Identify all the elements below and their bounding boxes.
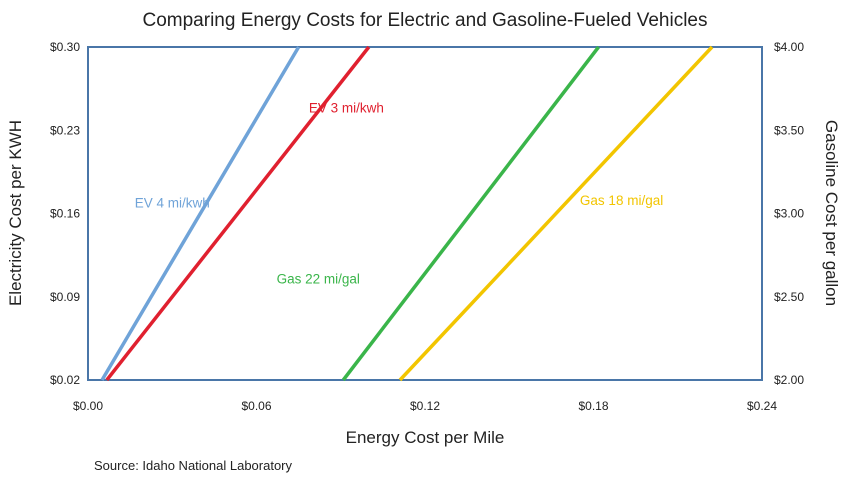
- y-axis-label: Electricity Cost per KWH: [6, 120, 25, 306]
- chart-title: Comparing Energy Costs for Electric and …: [143, 10, 708, 31]
- series-line-2: [341, 45, 600, 382]
- x-tick-label: $0.06: [241, 399, 271, 413]
- x-tick-label: $0.24: [747, 399, 777, 413]
- x-axis-label: Energy Cost per Mile: [346, 428, 505, 447]
- y2-tick-label: $2.00: [774, 373, 804, 387]
- x-tick-label: $0.12: [410, 399, 440, 413]
- series-label-2: Gas 22 mi/gal: [277, 271, 360, 286]
- y-tick-label: $0.23: [50, 123, 80, 137]
- x-tick-label: $0.18: [578, 399, 608, 413]
- y-tick-label: $0.09: [50, 290, 80, 304]
- y2-axis-label: Gasoline Cost per gallon: [822, 120, 841, 306]
- series-line-0: [100, 46, 301, 381]
- y-tick-label: $0.02: [50, 373, 80, 387]
- x-tick-label: $0.00: [73, 399, 103, 413]
- y2-tick-label: $2.50: [774, 290, 804, 304]
- series-label-3: Gas 18 mi/gal: [580, 193, 663, 208]
- y-tick-label: $0.30: [50, 40, 80, 54]
- y2-tick-label: $3.00: [774, 207, 804, 221]
- series-label-0: EV 4 mi/kwh: [135, 196, 210, 211]
- y2-tick-label: $3.50: [774, 123, 804, 137]
- series-label-1: EV 3 mi/kwh: [309, 100, 384, 115]
- plot-area: [87, 46, 763, 381]
- series-line-3: [398, 45, 714, 382]
- series-line-1: [105, 45, 371, 382]
- y2-tick-label: $4.00: [774, 40, 804, 54]
- source-note: Source: Idaho National Laboratory: [94, 458, 293, 473]
- y-tick-label: $0.16: [50, 207, 80, 221]
